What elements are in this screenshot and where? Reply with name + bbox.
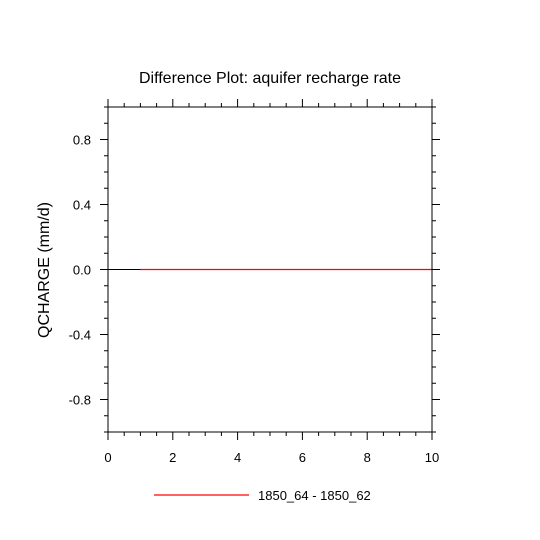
plot-frame xyxy=(107,106,433,433)
x-tick-label: 0 xyxy=(104,450,111,465)
x-tick-label: 2 xyxy=(169,450,176,465)
y-tick-label: 0.4 xyxy=(73,198,91,213)
y-tick-label: -0.8 xyxy=(69,393,91,408)
x-tick-label: 8 xyxy=(364,450,371,465)
legend: 1850_64 - 1850_62 xyxy=(154,488,371,503)
y-tick-label: 0.0 xyxy=(73,263,91,278)
legend-label: 1850_64 - 1850_62 xyxy=(258,488,371,503)
chart-title: Difference Plot: aquifer recharge rate xyxy=(139,70,401,87)
x-tick-label: 10 xyxy=(425,450,439,465)
y-axis-label: QCHARGE (mm/d) xyxy=(36,202,53,338)
axis-ticks: 0 2 4 6 8 10 -0.8 -0.4 0.0 0.4 0.8 xyxy=(69,99,440,465)
y-tick-label: -0.4 xyxy=(69,328,91,343)
x-tick-label: 6 xyxy=(299,450,306,465)
x-tick-label: 4 xyxy=(234,450,241,465)
y-tick-label: 0.8 xyxy=(73,133,91,148)
